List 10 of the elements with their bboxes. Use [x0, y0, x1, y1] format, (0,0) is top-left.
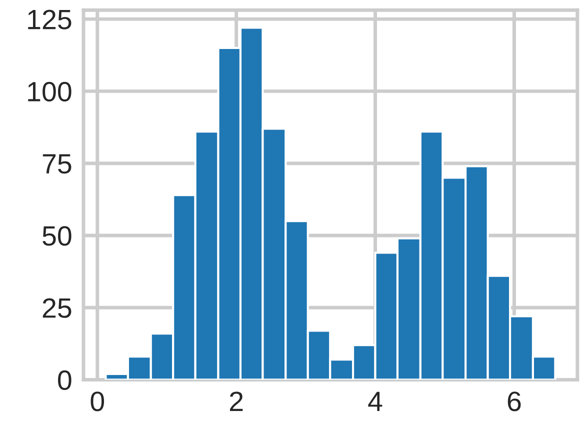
y-tick-label: 75 — [42, 154, 72, 174]
y-tick-label: 125 — [28, 10, 72, 30]
x-tick-label: 0 — [90, 392, 104, 412]
x-tick-label: 6 — [508, 392, 521, 412]
y-tick-label: 100 — [28, 82, 72, 102]
y-tick-label: 50 — [42, 226, 72, 246]
y-tick-label: 25 — [42, 298, 72, 318]
x-tick-label: 4 — [368, 392, 382, 411]
x-tick-label: 2 — [230, 392, 243, 411]
y-tick-label: 0 — [58, 370, 72, 390]
